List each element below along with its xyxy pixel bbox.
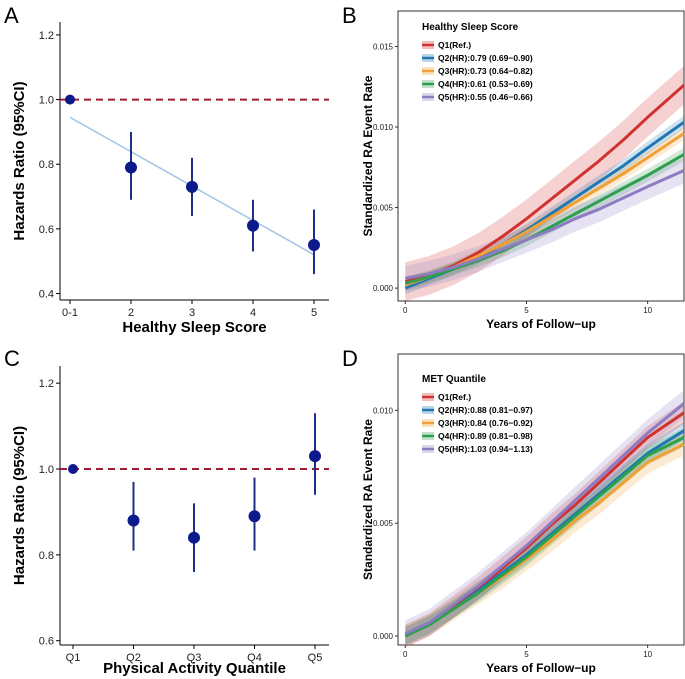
point-estimate bbox=[309, 450, 321, 463]
x-tick-label: 5 bbox=[311, 307, 317, 319]
y-tick-label: 0.005 bbox=[373, 519, 394, 528]
legend-entry: Q1(Ref.) bbox=[438, 40, 471, 50]
point-estimate bbox=[65, 94, 75, 105]
panel-a-forest-plot: 0.4 0.6 0.8 1.0 1.2 0-1 2 3 4 5 Healthy Sleep Scor… bbox=[11, 22, 329, 336]
legend-entry: Q1(Ref.) bbox=[438, 392, 471, 402]
point-estimate bbox=[68, 464, 78, 475]
legend-entry: Q3(HR):0.84 (0.76−0.92) bbox=[438, 418, 533, 428]
x-tick-label: 10 bbox=[643, 306, 652, 315]
legend-title: Healthy Sleep Score bbox=[422, 22, 519, 33]
y-tick-label: 1.0 bbox=[39, 464, 54, 476]
y-tick-label: 0.015 bbox=[373, 42, 394, 51]
panel-d-event-rate-plot: 0.000 0.005 0.010 0 5 10 MET Quantile Q1(Ref.) Q… bbox=[361, 353, 685, 675]
legend-entry: Q4(HR):0.61 (0.53−0.69) bbox=[438, 79, 533, 89]
y-tick-label: 0.4 bbox=[39, 289, 54, 301]
x-tick-label: Q3 bbox=[187, 652, 202, 664]
panel-letter-b: B bbox=[342, 3, 357, 28]
point-estimate bbox=[188, 531, 200, 544]
x-tick-label: 10 bbox=[643, 650, 652, 659]
x-tick-label: Q5 bbox=[308, 652, 323, 664]
x-tick-label: 4 bbox=[250, 307, 256, 319]
legend-entry: Q4(HR):0.89 (0.81−0.98) bbox=[438, 431, 533, 441]
point-estimate bbox=[125, 161, 137, 174]
legend-title: MET Quantile bbox=[422, 374, 486, 385]
legend-entry: Q5(HR):0.55 (0.46−0.66) bbox=[438, 92, 533, 102]
point-estimate bbox=[247, 219, 259, 232]
x-axis-title: Years of Follow−up bbox=[486, 317, 596, 331]
y-axis-title: Hazards Ratio (95%CI) bbox=[11, 81, 28, 240]
x-tick-label: 0 bbox=[403, 650, 408, 659]
x-axis-title: Years of Follow−up bbox=[486, 661, 596, 675]
y-tick-label: 1.2 bbox=[39, 378, 54, 390]
y-tick-label: 0.000 bbox=[373, 284, 394, 293]
panel-letter-c: C bbox=[4, 346, 20, 371]
legend-entry: Q3(HR):0.73 (0.64−0.82) bbox=[438, 66, 533, 76]
x-axis-title: Healthy Sleep Score bbox=[122, 319, 266, 336]
legend-entry: Q2(HR):0.79 (0.69−0.90) bbox=[438, 53, 533, 63]
point-estimate bbox=[186, 180, 198, 193]
x-tick-label: 2 bbox=[128, 307, 134, 319]
point-estimate bbox=[127, 514, 140, 527]
legend-entry: Q2(HR):0.88 (0.81−0.97) bbox=[438, 405, 533, 415]
confidence-band bbox=[405, 65, 684, 301]
x-tick-label: 5 bbox=[524, 306, 529, 315]
y-axis-title: Standardized RA Event Rate bbox=[361, 419, 375, 580]
y-axis-title: Hazards Ratio (95%CI) bbox=[11, 426, 28, 585]
series-line bbox=[405, 169, 685, 280]
series-line bbox=[404, 402, 685, 636]
point-estimate bbox=[248, 510, 261, 523]
point-estimate bbox=[308, 239, 320, 252]
x-tick-label: Q4 bbox=[247, 652, 262, 664]
y-tick-label: 0.6 bbox=[39, 636, 54, 648]
y-tick-label: 0.005 bbox=[373, 204, 394, 213]
y-tick-label: 1.2 bbox=[39, 30, 54, 42]
plot-area bbox=[397, 353, 685, 646]
y-tick-label: 0.8 bbox=[39, 550, 54, 562]
x-tick-label: 3 bbox=[189, 307, 195, 319]
panel-letter-d: D bbox=[342, 346, 358, 371]
y-tick-label: 0.6 bbox=[39, 224, 54, 236]
x-tick-label: 0 bbox=[403, 306, 408, 315]
x-tick-label: 5 bbox=[524, 650, 529, 659]
x-axis-title: Physical Activity Quantile bbox=[103, 660, 286, 677]
x-tick-label: 0-1 bbox=[62, 307, 78, 319]
panel-c-forest-plot: 0.6 0.8 1.0 1.2 Q1 Q2 Q3 Q4 Q5 Physical Activity … bbox=[11, 366, 329, 677]
y-tick-label: 0.8 bbox=[39, 159, 54, 171]
y-tick-label: 0.000 bbox=[373, 632, 394, 641]
x-tick-label: Q2 bbox=[126, 652, 141, 664]
confidence-band bbox=[405, 390, 684, 648]
x-tick-label: Q1 bbox=[66, 652, 81, 664]
y-axis-title: Standardized RA Event Rate bbox=[361, 75, 375, 236]
legend-entry: Q5(HR):1.03 (0.94−1.13) bbox=[438, 444, 533, 454]
panel-b-event-rate-plot: 0.000 0.005 0.010 0.015 0 5 10 Healthy Sleep Sc… bbox=[361, 10, 685, 331]
y-tick-label: 0.010 bbox=[373, 406, 394, 415]
y-tick-label: 1.0 bbox=[39, 95, 54, 107]
series-line bbox=[404, 411, 685, 638]
series-line bbox=[404, 436, 685, 638]
panel-letter-a: A bbox=[4, 3, 19, 28]
y-tick-label: 0.010 bbox=[373, 123, 394, 132]
